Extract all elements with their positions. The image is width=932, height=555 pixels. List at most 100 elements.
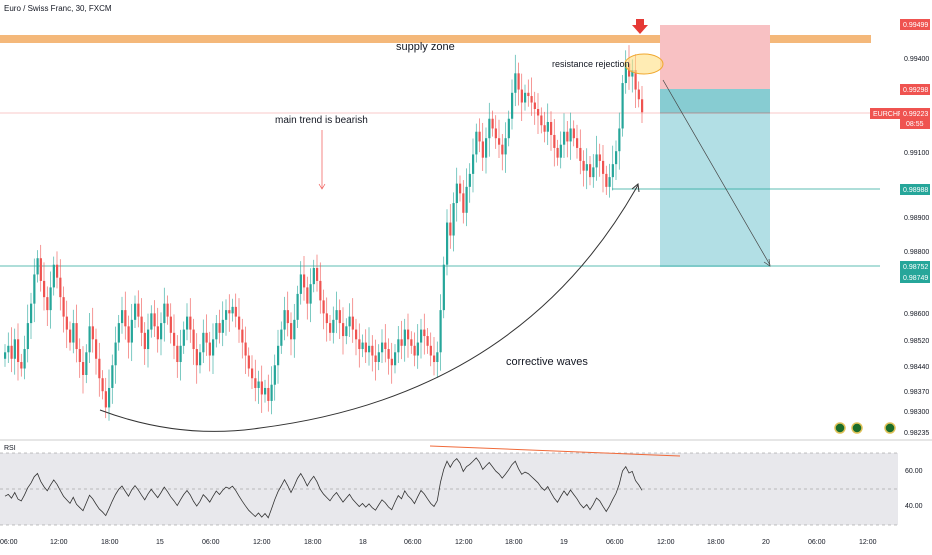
price-axis[interactable]: 0.99400 0.99100 0.98900 0.98800 0.98600 … (904, 56, 929, 437)
candle (355, 329, 358, 340)
candle (637, 89, 640, 100)
candle (611, 164, 614, 178)
candle (150, 313, 153, 330)
candle (325, 313, 328, 324)
price-tick: 0.99100 (904, 150, 929, 157)
time-tick: 12:00 (657, 539, 675, 546)
candle (459, 183, 462, 194)
time-tick: 12:00 (455, 539, 473, 546)
candle (550, 121, 553, 135)
candle (416, 342, 419, 356)
event-marker[interactable] (884, 422, 896, 434)
candle (381, 342, 384, 353)
candle (49, 287, 52, 311)
candle (273, 365, 276, 385)
candle (65, 316, 68, 330)
candle (433, 355, 436, 363)
time-tick: 12:00 (253, 539, 271, 546)
candle (117, 323, 120, 343)
event-marker[interactable] (851, 422, 863, 434)
rsi-line (4, 457, 643, 519)
candle (202, 332, 205, 353)
candle (134, 303, 137, 320)
candle (82, 362, 85, 375)
candle (124, 310, 127, 327)
candle (306, 287, 309, 304)
candle (43, 280, 46, 298)
candle (312, 267, 315, 285)
candle (85, 352, 88, 375)
candle (631, 70, 634, 77)
candle (169, 316, 172, 333)
candle (212, 339, 215, 356)
candle (400, 339, 403, 346)
candle (338, 310, 341, 324)
candle (465, 186, 468, 213)
candle (23, 349, 26, 369)
supply-zone-label: supply zone (396, 41, 455, 53)
candle (238, 316, 241, 330)
time-tick: 06:00 (404, 539, 422, 546)
time-tick: 18 (359, 539, 367, 546)
time-tick: 18:00 (707, 539, 725, 546)
rsi-tick: 60.00 (905, 468, 923, 475)
candle (514, 73, 517, 93)
candle (234, 306, 237, 317)
candle (439, 310, 442, 353)
candle (602, 160, 605, 174)
candle (387, 349, 390, 359)
candle (585, 164, 588, 171)
candle (293, 319, 296, 340)
candle (592, 167, 595, 178)
candle (423, 329, 426, 337)
chart-title[interactable]: Euro / Swiss Franc, 30, FXCM (4, 4, 112, 13)
candle (267, 387, 270, 401)
candle (104, 391, 107, 408)
candle (88, 326, 91, 353)
candle (462, 193, 465, 213)
candle (72, 323, 75, 343)
candle (624, 63, 627, 84)
candle (351, 316, 354, 330)
event-marker[interactable] (834, 422, 846, 434)
candle (507, 118, 510, 139)
candle (270, 384, 273, 401)
candle (30, 303, 33, 324)
candle (75, 323, 78, 350)
candle (527, 92, 530, 97)
candle (589, 164, 592, 178)
candle (498, 138, 501, 145)
rsi-label: RSI (4, 445, 16, 452)
take-profit-zone-filled (660, 89, 770, 113)
candle (481, 141, 484, 158)
event-markers[interactable] (834, 422, 896, 434)
time-axis[interactable]: 06:00 12:00 18:00 15 06:00 12:00 18:00 1… (0, 539, 877, 546)
price-label-bg (900, 84, 930, 95)
price-label-bg (900, 108, 930, 129)
corrective-waves-label: corrective waves (506, 356, 588, 368)
candle (215, 323, 218, 340)
time-tick: 18:00 (304, 539, 322, 546)
candle (641, 99, 644, 113)
candle (364, 342, 367, 353)
candle (4, 352, 7, 359)
price-tick: 0.99400 (904, 56, 929, 63)
main-trend-arrow-head (318, 183, 326, 190)
candle (98, 358, 101, 379)
resistance-rejection-label: resistance rejection (552, 59, 630, 69)
price-tick: 0.98370 (904, 389, 929, 396)
candle (127, 326, 130, 343)
time-tick: 15 (156, 539, 164, 546)
price-tick: 0.98900 (904, 215, 929, 222)
candle (121, 310, 124, 324)
time-tick: 06:00 (606, 539, 624, 546)
time-tick: 18:00 (505, 539, 523, 546)
price-tick: 0.98300 (904, 409, 929, 416)
candle (576, 138, 579, 148)
candle (173, 332, 176, 346)
candle (563, 131, 566, 145)
candle (199, 352, 202, 366)
candle (390, 358, 393, 366)
